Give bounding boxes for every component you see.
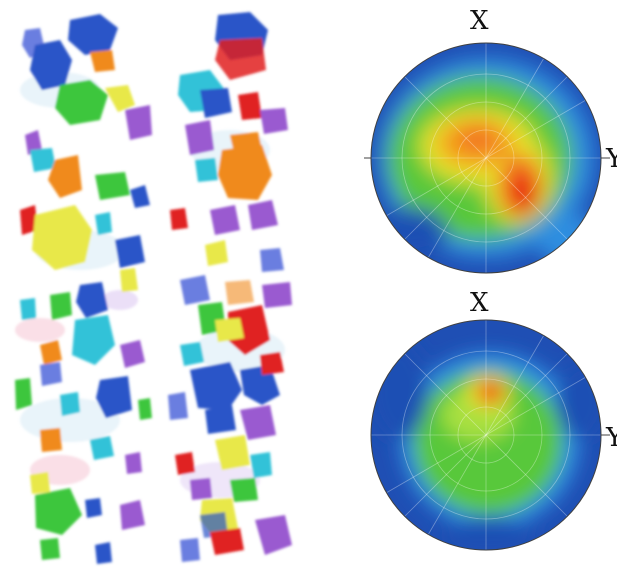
pole-figure-density-map <box>364 42 610 274</box>
axis-label-y: Y <box>606 423 617 453</box>
grain-reconstruction-image <box>15 12 292 564</box>
axis-label-y: Y <box>606 144 617 174</box>
axis-label-x: X <box>470 288 489 318</box>
axis-label-x: X <box>470 6 489 36</box>
pole-figure-bottom: X Y <box>358 290 617 560</box>
grain-column-right <box>168 12 292 562</box>
pole-figure-top: X Y <box>358 8 617 278</box>
pole-figure-density-map <box>370 319 610 551</box>
grain-column-left <box>15 14 152 564</box>
